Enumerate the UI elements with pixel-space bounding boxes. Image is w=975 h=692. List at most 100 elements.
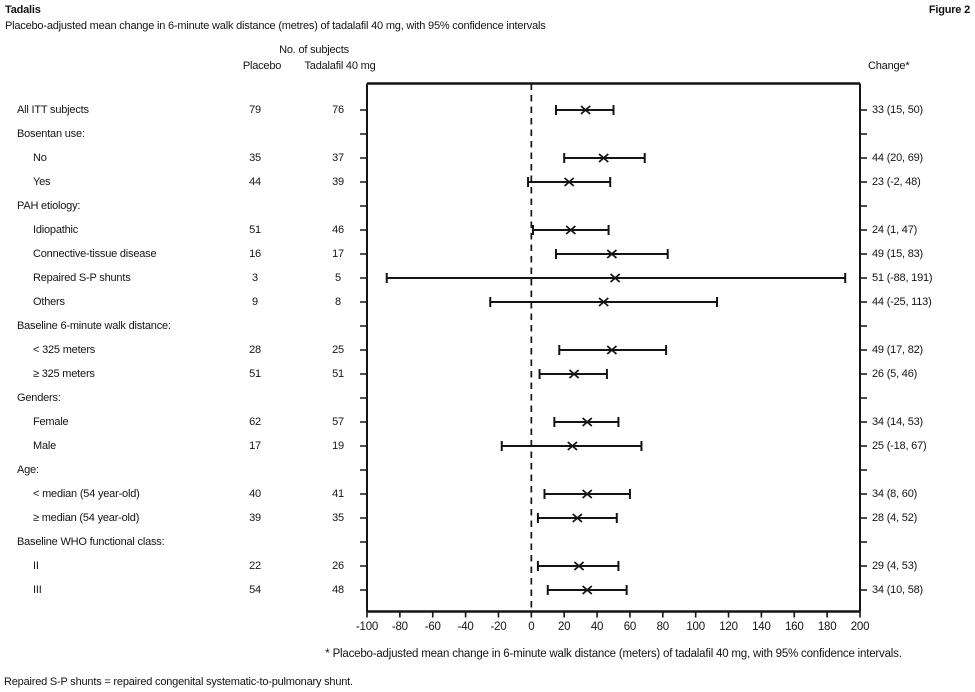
tadalafil-count: 19 [332, 440, 344, 452]
row-label: III [33, 584, 42, 596]
point-estimate-x-marker [609, 273, 621, 283]
tadalafil-count: 26 [332, 560, 344, 572]
row-label: All ITT subjects [17, 104, 89, 116]
x-axis-tick-label: 60 [623, 621, 637, 633]
document-title: Tadalis [5, 4, 41, 16]
x-axis-tick-label: -60 [424, 621, 441, 633]
placebo-count: 28 [249, 344, 261, 356]
point-estimate-x-marker [567, 441, 578, 451]
row-label: Bosentan use: [17, 128, 85, 140]
row-label: Age: [17, 464, 39, 476]
change-value: 33 (15, 50) [872, 104, 924, 116]
figure-subtitle: Placebo-adjusted mean change in 6-minute… [5, 20, 546, 32]
column-header-placebo: Placebo [242, 60, 282, 72]
change-value: 34 (8, 60) [872, 488, 918, 500]
tadalafil-count: 35 [332, 512, 344, 524]
tadalafil-count: 41 [332, 488, 344, 500]
x-axis-tick-label: 80 [656, 621, 670, 633]
placebo-count: 62 [249, 416, 261, 428]
x-axis-tick-label: 200 [850, 621, 870, 633]
row-label: Baseline 6-minute walk distance: [17, 320, 171, 332]
change-value: 26 (5, 46) [872, 368, 918, 380]
x-axis-tick-label: -40 [457, 621, 474, 633]
point-estimate-x-marker [582, 417, 593, 427]
column-header-tadalafil: Tadalafil 40 mg [304, 60, 376, 72]
tadalafil-count: 76 [332, 104, 344, 116]
footnote: * Placebo-adjusted mean change in 6-minu… [325, 648, 902, 660]
placebo-count: 79 [249, 104, 261, 116]
tadalafil-count: 39 [332, 176, 344, 188]
tadalafil-count: 8 [335, 296, 341, 308]
change-value: 44 (-25, 113) [872, 296, 932, 308]
tadalafil-count: 46 [332, 224, 344, 236]
change-value: 49 (17, 82) [872, 344, 924, 356]
change-value: 23 (-2, 48) [872, 176, 921, 188]
placebo-count: 17 [249, 440, 261, 452]
placebo-count: 22 [249, 560, 261, 572]
x-axis-tick-label: 100 [686, 621, 705, 633]
change-value: 44 (20, 69) [872, 152, 924, 164]
tadalafil-count: 25 [332, 344, 344, 356]
row-label: < 325 meters [33, 344, 96, 356]
row-label: Repaired S-P shunts [33, 272, 131, 284]
change-value: 28 (4, 52) [872, 512, 918, 524]
placebo-count: 44 [249, 176, 261, 188]
placebo-count: 51 [249, 224, 261, 236]
placebo-count: 16 [249, 248, 261, 260]
x-axis-tick-label: 140 [752, 621, 771, 633]
point-estimate-x-marker [580, 105, 591, 115]
column-header-change: Change* [868, 60, 910, 72]
placebo-count: 9 [252, 296, 258, 308]
tadalafil-count: 57 [332, 416, 344, 428]
point-estimate-x-marker [606, 249, 618, 259]
column-group-header-no-of-subjects: No. of subjects [279, 44, 349, 56]
x-axis-tick-label: 0 [528, 621, 535, 633]
point-estimate-x-marker [598, 297, 609, 307]
point-estimate-x-marker [563, 177, 575, 187]
point-estimate-x-marker [573, 561, 585, 571]
point-estimate-x-marker [572, 513, 583, 523]
tadalafil-count: 5 [335, 272, 341, 284]
row-label: Female [33, 416, 69, 428]
change-value: 49 (15, 83) [872, 248, 924, 260]
tadalafil-count: 51 [332, 368, 344, 380]
x-axis-tick-label: 120 [719, 621, 738, 633]
x-axis-tick-label: -80 [391, 621, 408, 633]
row-label: PAH etiology: [17, 200, 81, 212]
change-value: 51 (-88, 191) [872, 272, 933, 284]
point-estimate-x-marker [568, 369, 580, 379]
abbreviation-note: Repaired S-P shunts = repaired congenita… [4, 676, 353, 688]
row-label: No [33, 152, 47, 164]
point-estimate-x-marker [582, 585, 593, 595]
row-label: Genders: [17, 392, 61, 404]
change-value: 29 (4, 53) [872, 560, 918, 572]
x-axis-tick-label: 160 [784, 621, 804, 633]
placebo-count: 54 [249, 584, 261, 596]
placebo-count: 39 [249, 512, 261, 524]
row-label: ≥ median (54 year-old) [33, 512, 140, 524]
row-label: ≥ 325 meters [33, 368, 95, 380]
placebo-count: 51 [249, 368, 261, 380]
figure-number-label: Figure 2 [928, 4, 970, 16]
row-label: Connective-tissue disease [33, 248, 157, 260]
tadalafil-count: 37 [332, 152, 344, 164]
change-value: 25 (-18, 67) [872, 440, 927, 452]
row-label: < median (54 year-old) [33, 488, 140, 500]
row-label: Idiopathic [33, 224, 79, 236]
row-label: Male [33, 440, 57, 452]
placebo-count: 35 [249, 152, 261, 164]
row-label: Yes [33, 176, 51, 188]
point-estimate-x-marker [582, 489, 593, 499]
placebo-count: 3 [252, 272, 258, 284]
tadalafil-count: 17 [332, 248, 344, 260]
point-estimate-x-marker [606, 345, 618, 355]
change-value: 34 (10, 58) [872, 584, 924, 596]
row-label: II [33, 560, 39, 572]
x-axis-tick-label: -100 [355, 621, 379, 633]
x-axis-tick-label: 40 [590, 621, 604, 633]
placebo-count: 40 [249, 488, 261, 500]
point-estimate-x-marker [565, 225, 576, 235]
